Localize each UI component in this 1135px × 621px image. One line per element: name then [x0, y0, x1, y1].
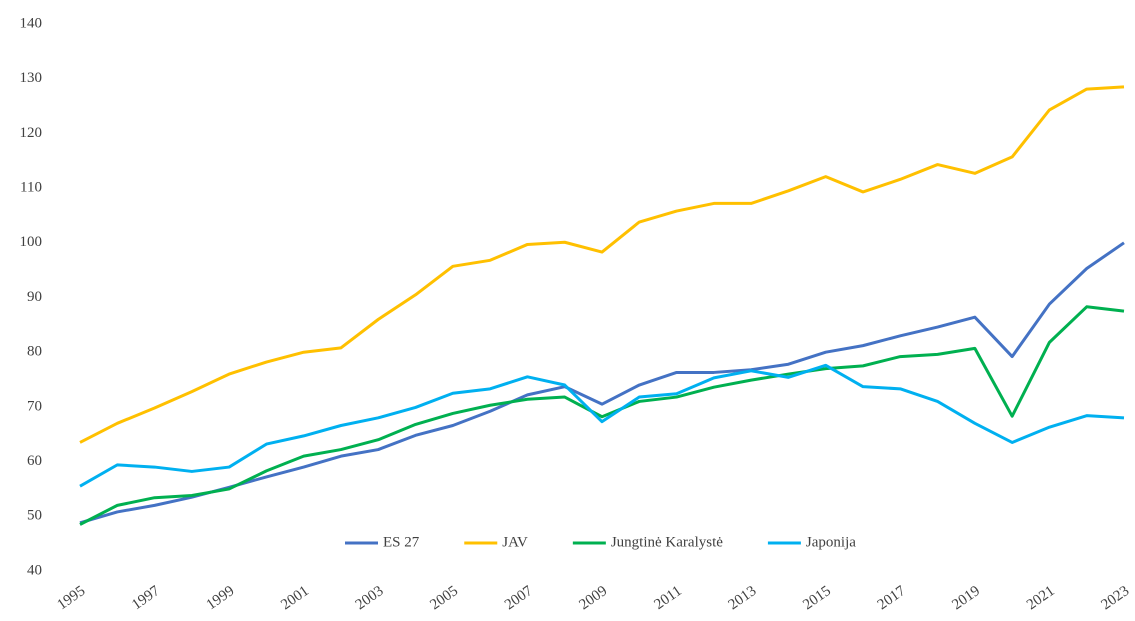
y-tick-label: 80	[27, 344, 42, 360]
x-tick-label: 1999	[204, 583, 238, 613]
x-tick-label: 2015	[800, 583, 834, 613]
x-tick-label: 2013	[726, 583, 760, 613]
legend-label: Japonija	[806, 534, 856, 550]
y-tick-label: 50	[27, 508, 42, 524]
x-tick-label: 2021	[1024, 583, 1058, 613]
x-tick-label: 2009	[577, 583, 611, 613]
y-tick-label: 140	[20, 15, 43, 31]
series-line	[79, 241, 1125, 525]
x-tick-label: 1997	[129, 583, 163, 614]
series-line	[79, 363, 1125, 488]
y-tick-label: 130	[20, 70, 43, 86]
x-tick-label: 1995	[55, 583, 89, 613]
y-tick-label: 70	[27, 398, 42, 414]
legend-label: ES 27	[383, 534, 420, 550]
legend-label: JAV	[502, 534, 528, 550]
x-tick-label: 2011	[652, 583, 685, 613]
legend-label: Jungtinė Karalystė	[611, 534, 723, 550]
y-tick-label: 120	[20, 125, 43, 141]
y-tick-label: 100	[20, 234, 43, 250]
y-tick-label: 110	[20, 180, 42, 196]
y-tick-label: 60	[27, 453, 42, 469]
x-tick-label: 2023	[1099, 583, 1133, 613]
x-tick-label: 2003	[353, 583, 387, 613]
x-tick-label: 2001	[278, 583, 312, 613]
x-tick-label: 2005	[427, 583, 461, 613]
x-tick-label: 2007	[502, 583, 536, 614]
y-tick-label: 90	[27, 289, 42, 305]
x-tick-label: 2017	[875, 583, 909, 614]
x-tick-label: 2019	[949, 583, 983, 613]
series-line	[79, 85, 1125, 444]
y-tick-label: 40	[27, 562, 42, 578]
series-line	[79, 305, 1125, 526]
